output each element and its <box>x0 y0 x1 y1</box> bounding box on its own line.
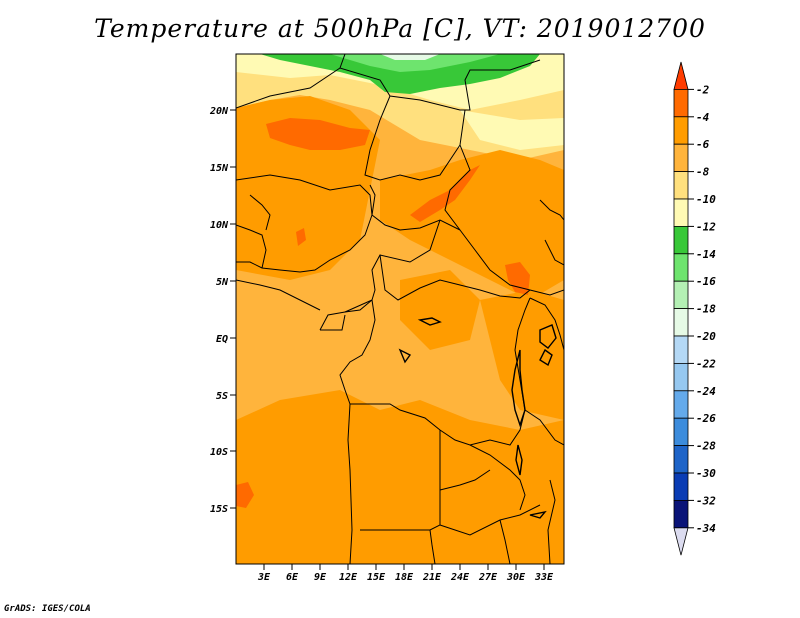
lat-label-15n: 15N <box>210 163 229 174</box>
colorbar-label: -12 <box>696 220 716 233</box>
colorbar-label: -26 <box>696 412 716 425</box>
colorbar-segment <box>673 362 689 392</box>
field-hot-sudan <box>505 262 530 295</box>
field-north-pale-ne <box>460 110 564 150</box>
lat-label-10n: 10N <box>210 220 229 231</box>
colorbar-label: -30 <box>696 467 716 480</box>
colorbar-label: -8 <box>696 166 710 179</box>
lon-axis: 3E 6E 9E 12E 15E 18E 21E 24E 27E 30E 33E <box>257 564 554 583</box>
colorbar-label: -14 <box>696 248 716 261</box>
lat-label-10s: 10S <box>210 447 228 458</box>
colorbar-segment <box>673 445 689 474</box>
colorbar-label: -6 <box>696 138 710 151</box>
colorbar-label: -34 <box>696 522 716 535</box>
lat-label-20n: 20N <box>209 106 229 117</box>
colorbar-segment <box>673 390 689 419</box>
colorbar-label: -22 <box>696 357 716 370</box>
field-orange-east <box>480 290 564 420</box>
field-orange-south <box>236 390 564 564</box>
lon-label-33e: 33E <box>534 572 554 583</box>
colorbar-label: -28 <box>696 440 716 453</box>
colorbar-label: -24 <box>696 385 716 398</box>
field-north-whitish <box>380 54 440 60</box>
map-title: Temperature at 500hPa [C], VT: 201901270… <box>94 14 706 43</box>
lat-label-5s: 5S <box>216 391 228 402</box>
colorbar-segment <box>673 335 689 364</box>
lon-label-15e: 15E <box>367 572 386 583</box>
lon-label-9e: 9E <box>314 572 327 583</box>
country-borders <box>236 54 564 564</box>
map-panel <box>236 54 564 564</box>
colorbar-segment <box>673 253 689 282</box>
field-hot-small <box>296 228 306 246</box>
field-hot-chad <box>410 165 480 222</box>
field-north-green <box>260 54 540 94</box>
colorbar-segment <box>673 527 689 556</box>
credit-text: GrADS: IGES/COLA <box>4 604 91 614</box>
colorbar-label: -18 <box>696 303 716 316</box>
field-hot-angola <box>236 482 254 508</box>
lat-label-5n: 5N <box>216 277 229 288</box>
field-north-lightgreen <box>330 54 500 72</box>
colorbar-segment <box>673 198 689 227</box>
colorbar-label: -16 <box>696 275 716 288</box>
colorbar-label: -10 <box>696 193 716 206</box>
lon-label-12e: 12E <box>339 572 358 583</box>
lon-label-18e: 18E <box>395 572 414 583</box>
colorbar-label: -20 <box>696 330 716 343</box>
lon-label-30e: 30E <box>506 572 526 583</box>
lon-label-24e: 24E <box>450 572 470 583</box>
colorbar-label: -2 <box>696 83 710 96</box>
map-frame <box>235 53 565 565</box>
colorbar-segment <box>673 61 689 90</box>
lat-label-eq: EQ <box>216 334 228 345</box>
colorbar-segment <box>673 472 689 501</box>
colorbar-segment <box>673 499 689 529</box>
lat-axis: 20N 15N 10N 5N EQ 5S 10S 15S <box>209 106 236 515</box>
colorbar: -2 -4 -6 -8 -10 -12 -14 -16 -18 -20 -22 -24 -26 -28 -3… <box>673 61 716 556</box>
lon-label-21e: 21E <box>422 572 442 583</box>
lon-label-27e: 27E <box>478 572 498 583</box>
colorbar-segment <box>673 308 689 337</box>
colorbar-segment <box>673 225 689 255</box>
colorbar-segment <box>673 280 689 310</box>
colorbar-label: -4 <box>696 111 710 124</box>
colorbar-segment <box>673 116 689 145</box>
lon-label-6e: 6E <box>286 572 299 583</box>
field-orange-mid <box>400 270 480 350</box>
colorbar-segment <box>673 89 689 118</box>
colorbar-segment <box>673 417 689 447</box>
lakes <box>398 317 557 519</box>
colorbar-segment <box>673 143 689 172</box>
lon-label-3e: 3E <box>257 572 271 583</box>
colorbar-segment <box>673 171 689 200</box>
lat-label-15s: 15S <box>210 504 228 515</box>
field-hot-sahara <box>266 118 370 150</box>
colorbar-label: -32 <box>696 494 716 507</box>
